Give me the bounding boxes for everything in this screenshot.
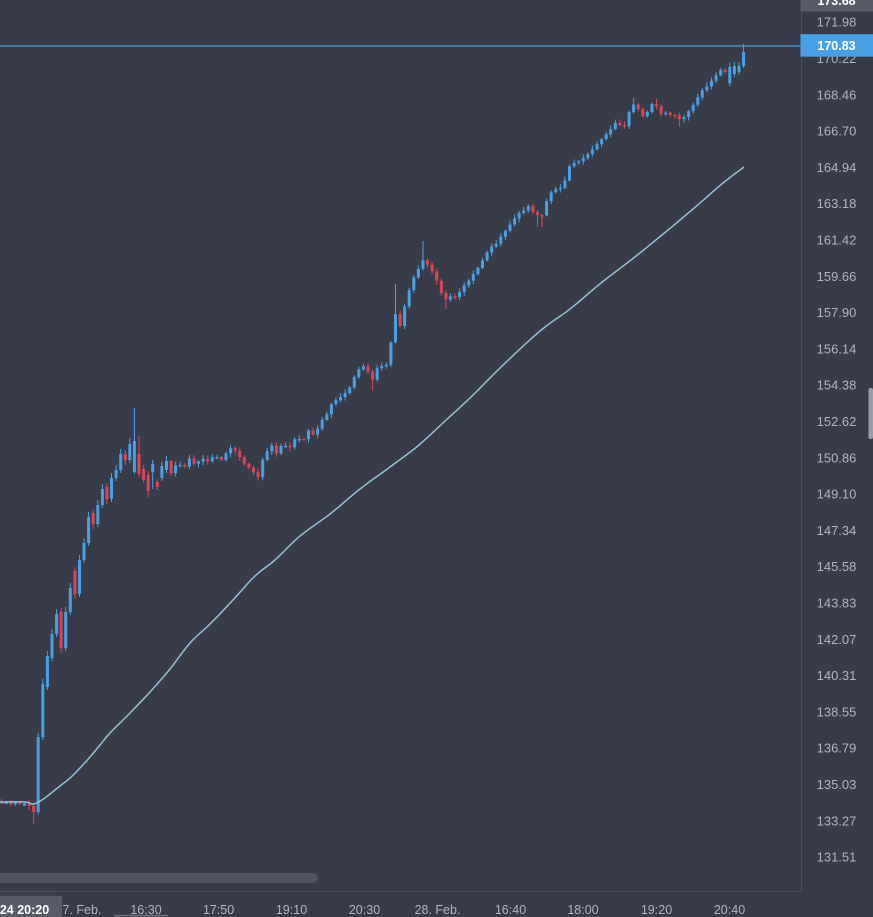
svg-text:7. Feb.: 7. Feb. — [63, 903, 102, 917]
svg-text:171.98: 171.98 — [817, 15, 857, 30]
svg-text:136.79: 136.79 — [817, 741, 857, 756]
svg-text:20:40: 20:40 — [714, 903, 745, 917]
svg-text:28. Feb.: 28. Feb. — [415, 903, 461, 917]
svg-text:143.83: 143.83 — [817, 596, 857, 611]
svg-text:157.90: 157.90 — [817, 305, 857, 320]
svg-text:19:20: 19:20 — [641, 903, 672, 917]
svg-text:159.66: 159.66 — [817, 269, 857, 284]
svg-text:145.58: 145.58 — [817, 559, 857, 574]
svg-text:24 20:20: 24 20:20 — [0, 903, 49, 917]
svg-text:19:10: 19:10 — [276, 903, 307, 917]
svg-text:149.10: 149.10 — [817, 487, 857, 502]
svg-text:140.31: 140.31 — [817, 668, 857, 683]
svg-text:16:30: 16:30 — [130, 903, 161, 917]
svg-text:150.86: 150.86 — [817, 450, 857, 465]
svg-text:138.55: 138.55 — [817, 704, 857, 719]
svg-text:154.38: 154.38 — [817, 378, 857, 393]
svg-text:16:40: 16:40 — [495, 903, 526, 917]
svg-text:147.34: 147.34 — [817, 523, 857, 538]
svg-text:163.18: 163.18 — [817, 196, 857, 211]
svg-text:161.42: 161.42 — [817, 233, 857, 248]
svg-text:168.46: 168.46 — [817, 87, 857, 102]
svg-text:131.51: 131.51 — [817, 850, 857, 865]
svg-text:152.62: 152.62 — [817, 414, 857, 429]
svg-text:156.14: 156.14 — [817, 341, 857, 356]
svg-text:173.68: 173.68 — [817, 0, 855, 8]
svg-text:164.94: 164.94 — [817, 160, 857, 175]
svg-text:20:30: 20:30 — [349, 903, 380, 917]
svg-text:18:00: 18:00 — [567, 903, 598, 917]
svg-text:17:50: 17:50 — [203, 903, 234, 917]
svg-text:142.07: 142.07 — [817, 632, 857, 647]
svg-text:135.03: 135.03 — [817, 777, 857, 792]
svg-text:170.83: 170.83 — [817, 39, 855, 53]
svg-text:166.70: 166.70 — [817, 124, 857, 139]
svg-text:133.27: 133.27 — [817, 813, 857, 828]
